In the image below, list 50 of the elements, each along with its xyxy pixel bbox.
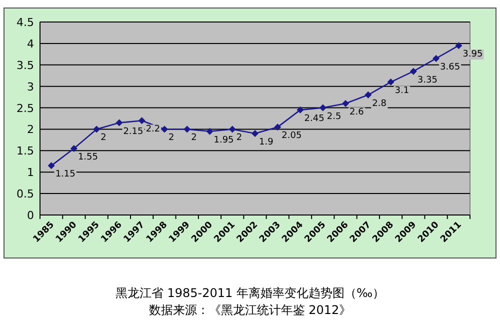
data-label: 2 xyxy=(100,133,106,144)
point xyxy=(138,117,146,124)
data-label: 2.5 xyxy=(326,112,342,122)
y-tick-label: 4.5 xyxy=(16,16,34,29)
point xyxy=(252,130,258,138)
data-label: 2 xyxy=(236,133,242,144)
y-tick-label: 1.5 xyxy=(16,144,34,158)
data-label: 2.15 xyxy=(123,126,144,137)
point xyxy=(364,91,372,98)
data-label: 2.2 xyxy=(146,124,160,135)
point xyxy=(48,162,55,170)
point xyxy=(206,128,214,135)
point xyxy=(410,68,417,75)
text: 黑龙江省 1985-2011 年离婚率变化趋势图（‰） xyxy=(115,286,385,300)
data-label: 1.95 xyxy=(214,135,234,146)
y-tick-label: 0.5 xyxy=(16,188,34,201)
point xyxy=(319,104,326,112)
point xyxy=(296,106,304,114)
point xyxy=(184,126,191,133)
data-label: 2.45 xyxy=(304,114,324,124)
point xyxy=(228,126,236,133)
y-tick-label: 3 xyxy=(27,80,34,94)
point xyxy=(93,126,100,133)
y-tick-label: 4 xyxy=(27,37,34,50)
y-tick-label: 2.5 xyxy=(16,102,34,115)
data-label: 1.15 xyxy=(55,170,76,180)
point xyxy=(70,145,78,152)
point xyxy=(387,78,394,86)
data-label: 2.05 xyxy=(282,131,302,142)
data-label: 3.65 xyxy=(440,62,460,72)
data-label: 1.55 xyxy=(78,152,98,163)
point xyxy=(432,54,440,62)
point xyxy=(342,100,350,107)
point xyxy=(274,124,282,131)
data-label: 2 xyxy=(191,133,197,144)
y-tick-label: 2 xyxy=(27,123,34,136)
data-label: 2.6 xyxy=(350,107,364,118)
source-note: 数据来源：《黑龙江统计年鉴 2012》 xyxy=(148,303,352,317)
point xyxy=(455,42,462,50)
data-label: 3.35 xyxy=(417,75,438,86)
y-tick-label: 0 xyxy=(27,209,34,222)
data-label: 1.9 xyxy=(259,138,274,148)
data-label: 3.95 xyxy=(462,50,483,60)
data-label: 3.1 xyxy=(394,86,410,96)
y-tick-label: 3.5 xyxy=(16,58,34,72)
y-tick-label: 1 xyxy=(27,166,34,180)
point xyxy=(160,126,168,133)
data-label: 2 xyxy=(168,133,174,144)
data-label: 2.8 xyxy=(372,98,387,109)
point xyxy=(116,119,123,126)
